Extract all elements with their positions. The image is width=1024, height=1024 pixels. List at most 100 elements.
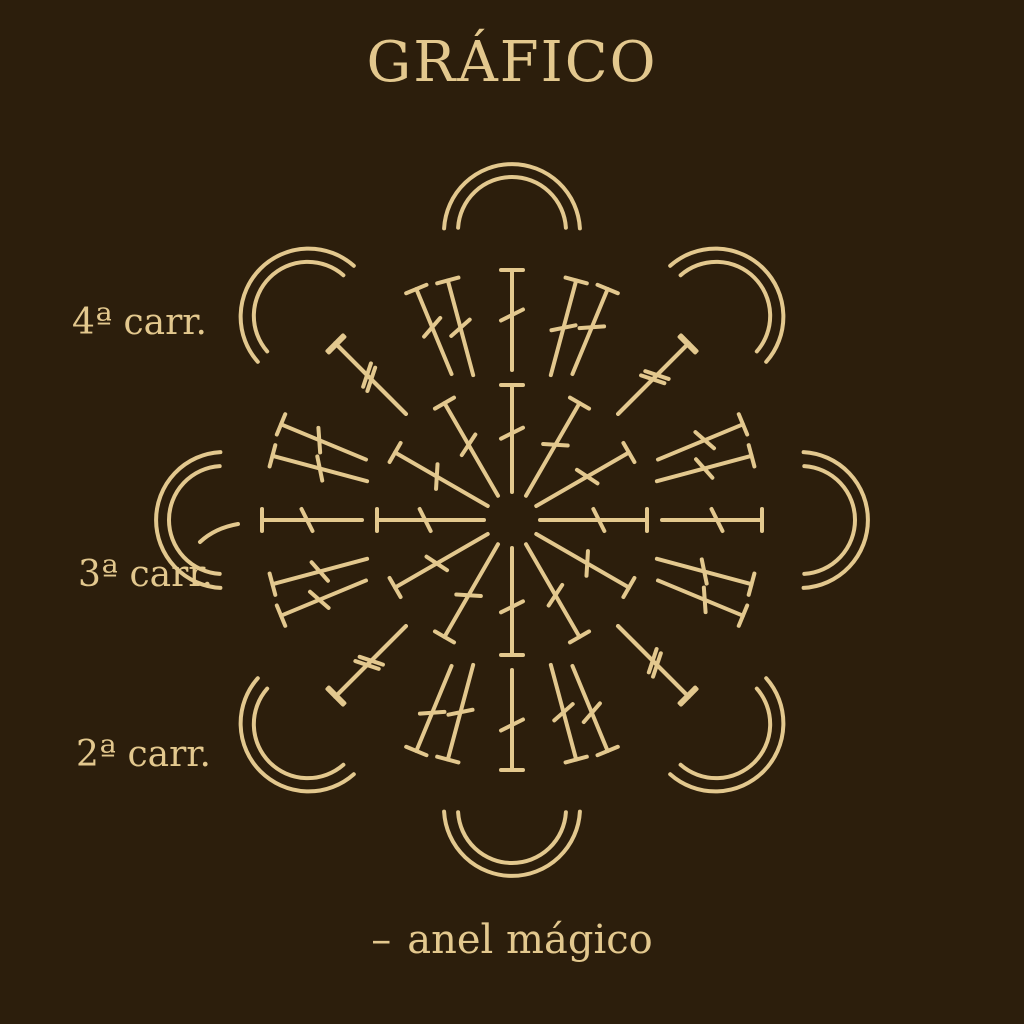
stitch-stem: [414, 287, 454, 377]
row-label-2: 2ª carr.: [76, 734, 211, 775]
stitch-stem: [616, 624, 691, 699]
petal-inner-arc: [167, 464, 222, 576]
legend: – anel mágico: [0, 914, 1024, 966]
legend-text: anel mágico: [407, 917, 653, 963]
stitch-top-bar: [746, 443, 757, 469]
round-2-stitch: [432, 395, 500, 498]
stitch-top-bar: [267, 571, 278, 597]
round-3-stitch: [267, 556, 370, 597]
round-4-stitch: [616, 333, 699, 416]
round-2-stitch: [387, 532, 490, 600]
stitch-cross-bar: [499, 717, 525, 733]
stitch-top-bar: [432, 629, 457, 645]
round-2-stitch: [432, 542, 500, 645]
stitch-cross-bar: [701, 585, 708, 615]
legend-symbol: –: [371, 917, 392, 963]
stitch-top-bar: [736, 412, 750, 437]
stitch-stem: [393, 532, 490, 590]
stitch-cross-bar: [422, 315, 443, 339]
stitch-top-bar: [432, 395, 457, 411]
stitch-cross-bar: [315, 454, 325, 483]
stitch-stem: [333, 341, 408, 416]
stitch-stem: [524, 542, 582, 639]
stitch-cross-bar: [417, 709, 447, 716]
round-4-stitch: [655, 412, 750, 462]
stitch-cross-bar: [446, 707, 475, 717]
stitch-top-bar: [404, 744, 429, 758]
stitch-stem: [414, 663, 454, 753]
stitch-stem: [616, 341, 691, 416]
stitch-cross-bar: [417, 507, 433, 533]
stitch-cross-bar: [694, 457, 715, 480]
round-4-stitch: [570, 282, 620, 377]
stitch-stem: [534, 532, 631, 590]
stitch-top-bar: [567, 395, 592, 411]
petal-outer-arc: [668, 676, 786, 794]
stitch-top-bar: [678, 333, 699, 354]
stitch-stem: [279, 578, 369, 618]
petal-outer-arc: [801, 450, 870, 590]
stitch-cross-bar: [499, 599, 525, 615]
petal-outer-arc: [238, 676, 356, 794]
stitch-top-bar: [404, 282, 429, 296]
stitch-cross-bar: [309, 560, 330, 583]
stitch-top-bar: [621, 440, 637, 465]
stitch-cross-bar: [591, 507, 607, 533]
stitch-cross-bar: [499, 307, 525, 323]
row-label-4: 4ª carr.: [72, 302, 207, 343]
stitch-cross-bar: [361, 361, 373, 389]
round-2-stitch: [499, 383, 525, 494]
stitch-top-bar: [387, 575, 403, 600]
round-2-stitch: [538, 507, 649, 533]
round-4-stitch: [570, 663, 620, 758]
round-2-stitch: [524, 395, 592, 498]
round-4-stitch: [499, 668, 525, 772]
petal-inner-arc: [802, 464, 857, 576]
round-4-stitch: [274, 412, 369, 462]
stitch-top-bar: [746, 571, 757, 597]
stitch-stem: [393, 450, 490, 508]
round-2-stitch: [375, 507, 486, 533]
round-2-stitch: [524, 542, 592, 645]
stitch-top-bar: [435, 754, 461, 765]
stitch-cross-bar: [541, 442, 570, 448]
stitch-top-bar: [595, 282, 620, 296]
round-3-stitch: [548, 275, 589, 378]
stitch-cross-bar: [709, 507, 725, 533]
round-4-stitch: [660, 507, 764, 533]
round-4-stitch: [655, 578, 750, 628]
round-2-stitch: [499, 546, 525, 657]
stitch-cross-bar: [353, 659, 381, 671]
stitch-stem: [442, 401, 500, 498]
stitch-cross-bar: [549, 323, 578, 333]
round-3-stitch: [435, 662, 476, 765]
stitch-cross-bar: [299, 507, 315, 533]
row-3-pointer: [198, 522, 240, 544]
stitch-cross-bar: [459, 432, 478, 458]
stitch-stem: [534, 450, 631, 508]
stitch-cross-bar: [424, 554, 450, 573]
petal-scallops: [154, 162, 870, 878]
round-2-stitch: [534, 440, 637, 508]
stitch-cross-bar: [499, 425, 525, 441]
stitch-cross-bar: [307, 589, 331, 610]
stitch-stem: [524, 401, 582, 498]
petal-inner-arc: [456, 175, 568, 230]
stitch-top-bar: [435, 275, 461, 286]
stitch-cross-bar: [434, 462, 440, 491]
stitch-top-bar: [387, 440, 403, 465]
stitch-cross-bar: [693, 430, 717, 451]
round-3-stitch: [548, 662, 589, 765]
round-2-stitch: [387, 440, 490, 508]
stitch-cross-bar: [643, 369, 671, 381]
round-4-stitch: [260, 507, 364, 533]
petal-inner-arc: [456, 810, 568, 865]
stitch-top-bar: [274, 412, 288, 437]
stitch-top-bar: [621, 575, 637, 600]
stitch-top-bar: [563, 754, 589, 765]
stitch-cross-bar: [552, 702, 575, 723]
petal-outer-arc: [154, 450, 223, 590]
petal-outer-arc: [238, 246, 356, 364]
stitch-cross-bar: [454, 592, 483, 598]
